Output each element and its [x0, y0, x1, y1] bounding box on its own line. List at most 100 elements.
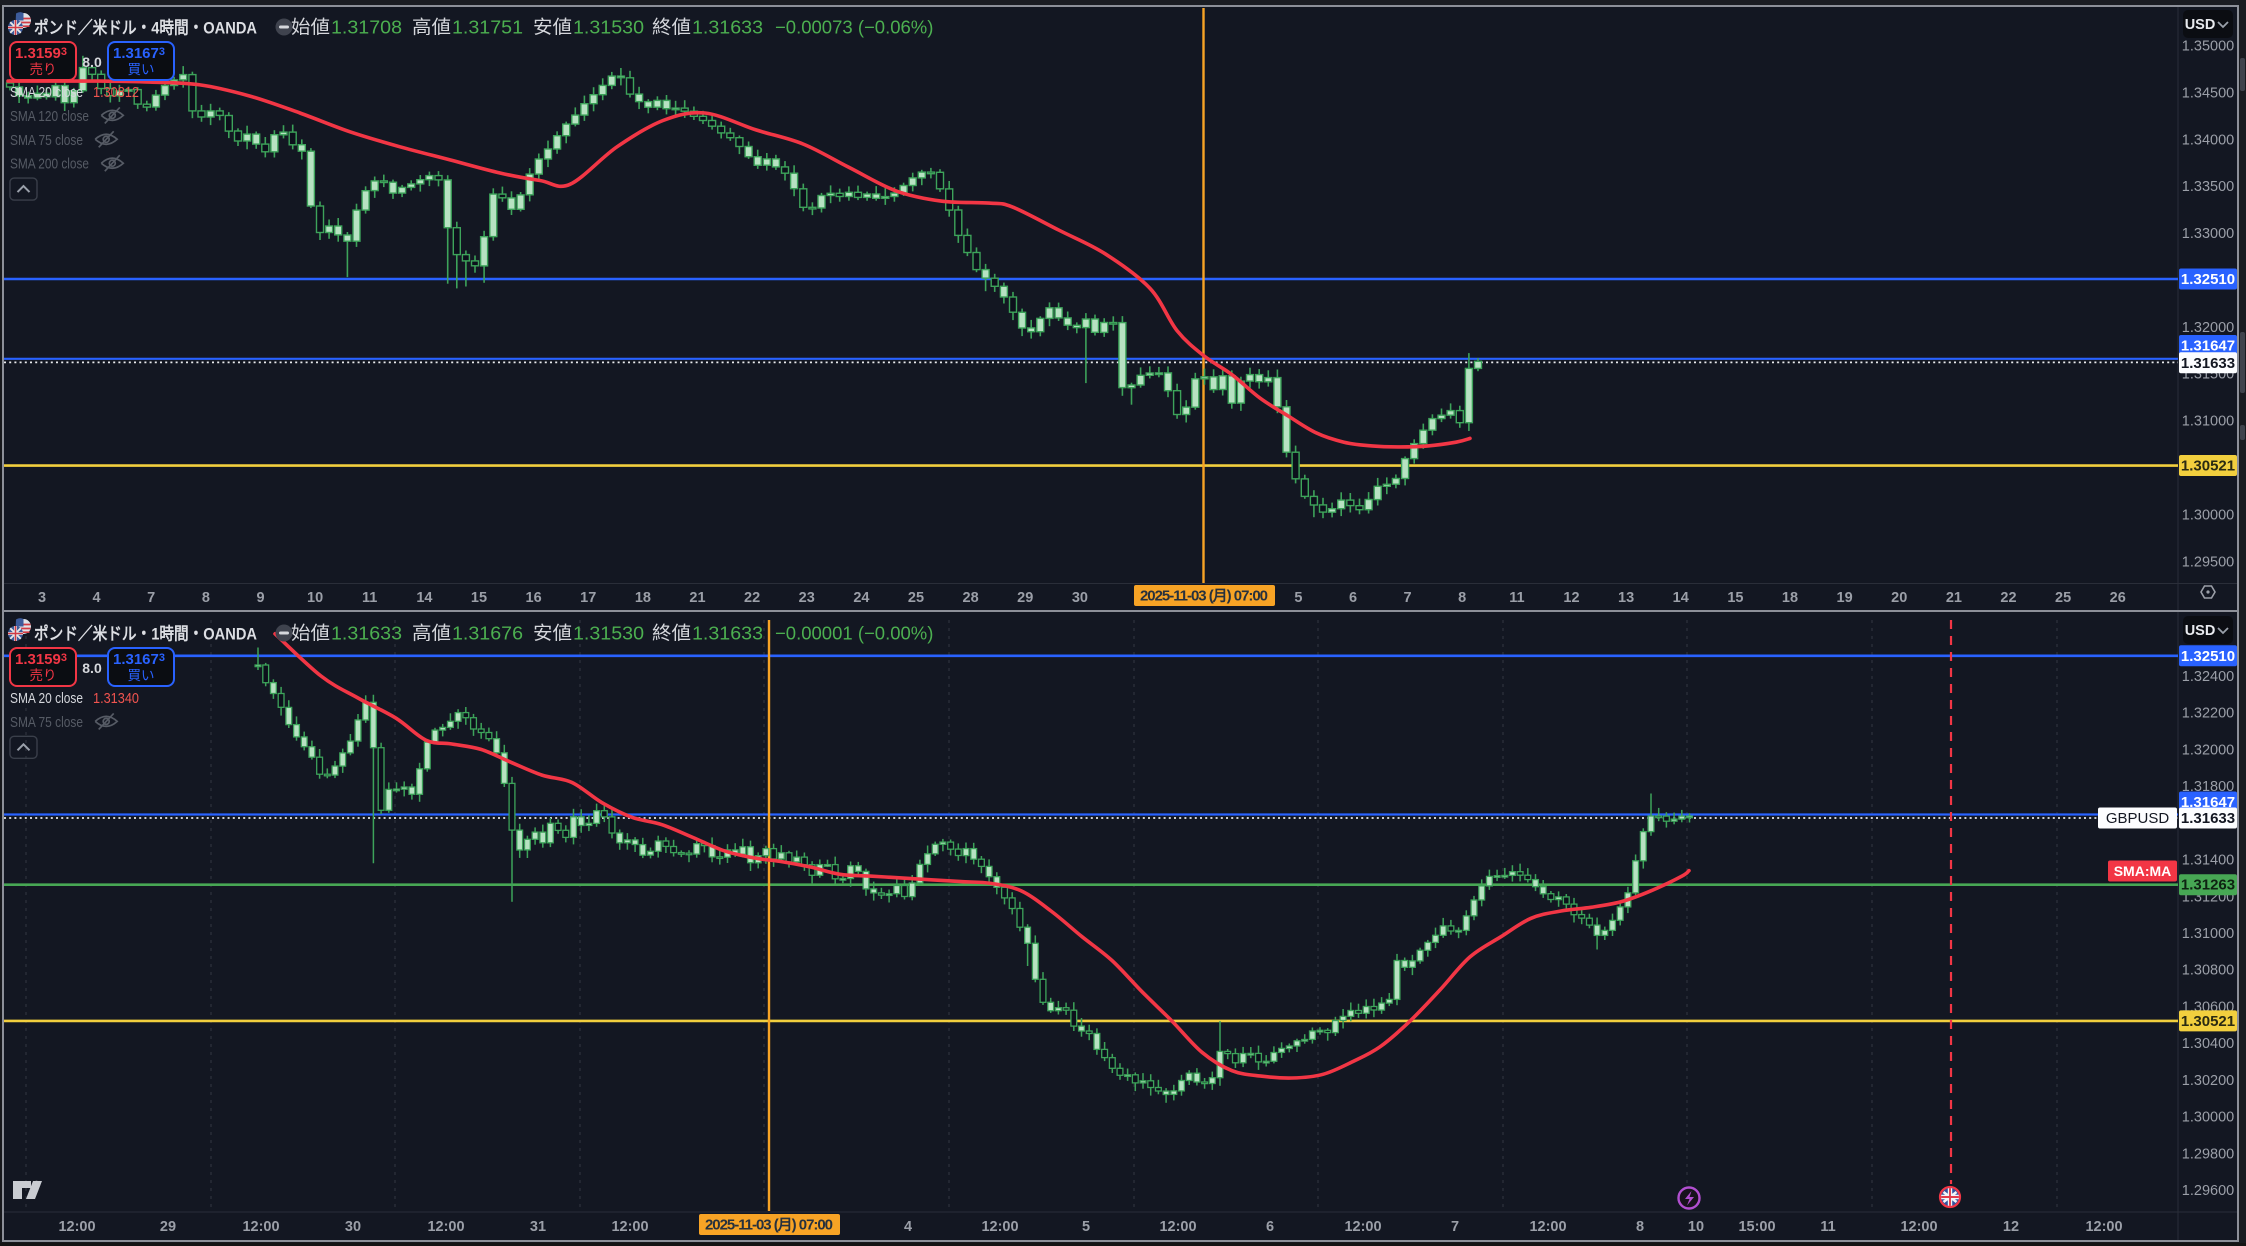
svg-text:1.31593: 1.31593	[15, 45, 67, 62]
svg-text:8.0: 8.0	[82, 660, 102, 676]
svg-text:終値: 終値	[652, 17, 691, 38]
svg-text:1.32200: 1.32200	[2182, 706, 2234, 722]
svg-text:7: 7	[147, 590, 155, 606]
svg-text:ポンド／米ドル・1時間・OANDA: ポンド／米ドル・1時間・OANDA	[34, 624, 257, 644]
svg-text:1.32000: 1.32000	[2182, 742, 2234, 758]
svg-text:売り: 売り	[30, 62, 57, 77]
svg-text:22: 22	[744, 590, 760, 606]
svg-text:1.34000: 1.34000	[2182, 132, 2234, 148]
svg-text:安値: 安値	[533, 17, 572, 38]
svg-text:高値: 高値	[412, 17, 451, 38]
svg-text:1.30400: 1.30400	[2182, 1036, 2234, 1052]
svg-text:1.31000: 1.31000	[2182, 414, 2234, 430]
svg-text:1.29500: 1.29500	[2182, 554, 2234, 570]
svg-text:1.30812: 1.30812	[93, 84, 139, 101]
svg-text:21: 21	[1946, 590, 1962, 606]
svg-text:1.32510: 1.32510	[2181, 271, 2235, 288]
svg-text:2025-11-03 (月) 07:00: 2025-11-03 (月) 07:00	[705, 1217, 833, 1234]
svg-text:SMA 20 close: SMA 20 close	[10, 690, 83, 707]
svg-text:12: 12	[2003, 1219, 2019, 1235]
svg-text:1.31708: 1.31708	[331, 17, 402, 38]
svg-text:9: 9	[256, 590, 264, 606]
svg-text:高値: 高値	[412, 623, 451, 644]
svg-text:8: 8	[1636, 1219, 1644, 1235]
svg-text:1.30000: 1.30000	[2182, 507, 2234, 523]
svg-text:1.31593: 1.31593	[15, 651, 67, 668]
svg-text:1.32510: 1.32510	[2181, 648, 2235, 665]
svg-text:1.31263: 1.31263	[2181, 877, 2235, 894]
svg-text:23: 23	[799, 590, 815, 606]
svg-text:GBPUSD: GBPUSD	[2106, 810, 2170, 827]
svg-text:買い: 買い	[128, 668, 155, 683]
svg-text:1.31800: 1.31800	[2182, 779, 2234, 795]
svg-text:15: 15	[1727, 590, 1743, 606]
svg-text:25: 25	[908, 590, 924, 606]
svg-text:18: 18	[1782, 590, 1798, 606]
svg-text:1.31751: 1.31751	[452, 17, 523, 38]
svg-text:8.0: 8.0	[82, 54, 102, 70]
svg-text:29: 29	[160, 1219, 176, 1235]
svg-text:18: 18	[635, 590, 651, 606]
svg-text:−0.00073 (−0.06%): −0.00073 (−0.06%)	[775, 17, 933, 38]
svg-text:1.31647: 1.31647	[2181, 338, 2235, 355]
svg-text:4: 4	[904, 1219, 912, 1235]
svg-text:28: 28	[963, 590, 979, 606]
svg-text:1.31647: 1.31647	[2181, 794, 2235, 811]
svg-text:買い: 買い	[128, 62, 155, 77]
svg-text:1.31530: 1.31530	[573, 17, 644, 38]
svg-text:22: 22	[2000, 590, 2016, 606]
svg-text:19: 19	[1837, 590, 1853, 606]
svg-text:31: 31	[530, 1219, 546, 1235]
svg-text:1.32000: 1.32000	[2182, 320, 2234, 336]
svg-text:12:00: 12:00	[58, 1219, 95, 1235]
svg-text:1.30000: 1.30000	[2182, 1110, 2234, 1126]
svg-text:1.30521: 1.30521	[2181, 1013, 2235, 1030]
svg-text:10: 10	[307, 590, 323, 606]
svg-text:1.29800: 1.29800	[2182, 1146, 2234, 1162]
svg-text:29: 29	[1017, 590, 1033, 606]
svg-text:1.31000: 1.31000	[2182, 926, 2234, 942]
svg-text:12: 12	[1563, 590, 1579, 606]
svg-text:15:00: 15:00	[1738, 1219, 1775, 1235]
svg-text:SMA 200 close: SMA 200 close	[10, 156, 89, 173]
svg-text:11: 11	[1820, 1219, 1835, 1235]
svg-text:26: 26	[2110, 590, 2126, 606]
svg-text:12:00: 12:00	[242, 1219, 279, 1235]
svg-text:1.31633: 1.31633	[331, 623, 402, 644]
svg-text:5: 5	[1082, 1219, 1090, 1235]
svg-text:1.31340: 1.31340	[93, 690, 139, 707]
svg-text:21: 21	[689, 590, 705, 606]
svg-text:11: 11	[1509, 590, 1524, 606]
svg-text:4: 4	[93, 590, 101, 606]
svg-text:1.29600: 1.29600	[2182, 1183, 2234, 1199]
svg-text:売り: 売り	[30, 668, 57, 683]
svg-text:12:00: 12:00	[2085, 1219, 2122, 1235]
svg-text:1.31673: 1.31673	[113, 45, 165, 62]
svg-text:安値: 安値	[533, 623, 572, 644]
svg-text:1.31530: 1.31530	[573, 623, 644, 644]
svg-text:20: 20	[1891, 590, 1907, 606]
svg-text:7: 7	[1451, 1219, 1459, 1235]
svg-text:SMA 75 close: SMA 75 close	[10, 132, 83, 149]
svg-text:6: 6	[1266, 1219, 1274, 1235]
svg-text:12:00: 12:00	[1529, 1219, 1566, 1235]
svg-text:14: 14	[416, 590, 432, 606]
svg-text:5: 5	[1294, 590, 1302, 606]
svg-text:ポンド／米ドル・4時間・OANDA: ポンド／米ドル・4時間・OANDA	[34, 18, 257, 38]
svg-text:16: 16	[526, 590, 542, 606]
svg-text:1.31633: 1.31633	[692, 623, 763, 644]
svg-text:12:00: 12:00	[1159, 1219, 1196, 1235]
svg-text:1.31633: 1.31633	[692, 17, 763, 38]
svg-text:17: 17	[580, 590, 596, 606]
svg-text:1.31633: 1.31633	[2181, 355, 2235, 372]
svg-text:12:00: 12:00	[1900, 1219, 1937, 1235]
svg-text:30: 30	[1072, 590, 1088, 606]
svg-text:1.30800: 1.30800	[2182, 963, 2234, 979]
svg-text:SMA:MA: SMA:MA	[2114, 863, 2172, 879]
svg-text:7: 7	[1404, 590, 1412, 606]
svg-text:2025-11-03 (月) 07:00: 2025-11-03 (月) 07:00	[1140, 588, 1268, 605]
svg-text:12:00: 12:00	[981, 1219, 1018, 1235]
svg-text:15: 15	[471, 590, 487, 606]
svg-text:11: 11	[362, 590, 377, 606]
svg-text:1.32400: 1.32400	[2182, 669, 2234, 685]
